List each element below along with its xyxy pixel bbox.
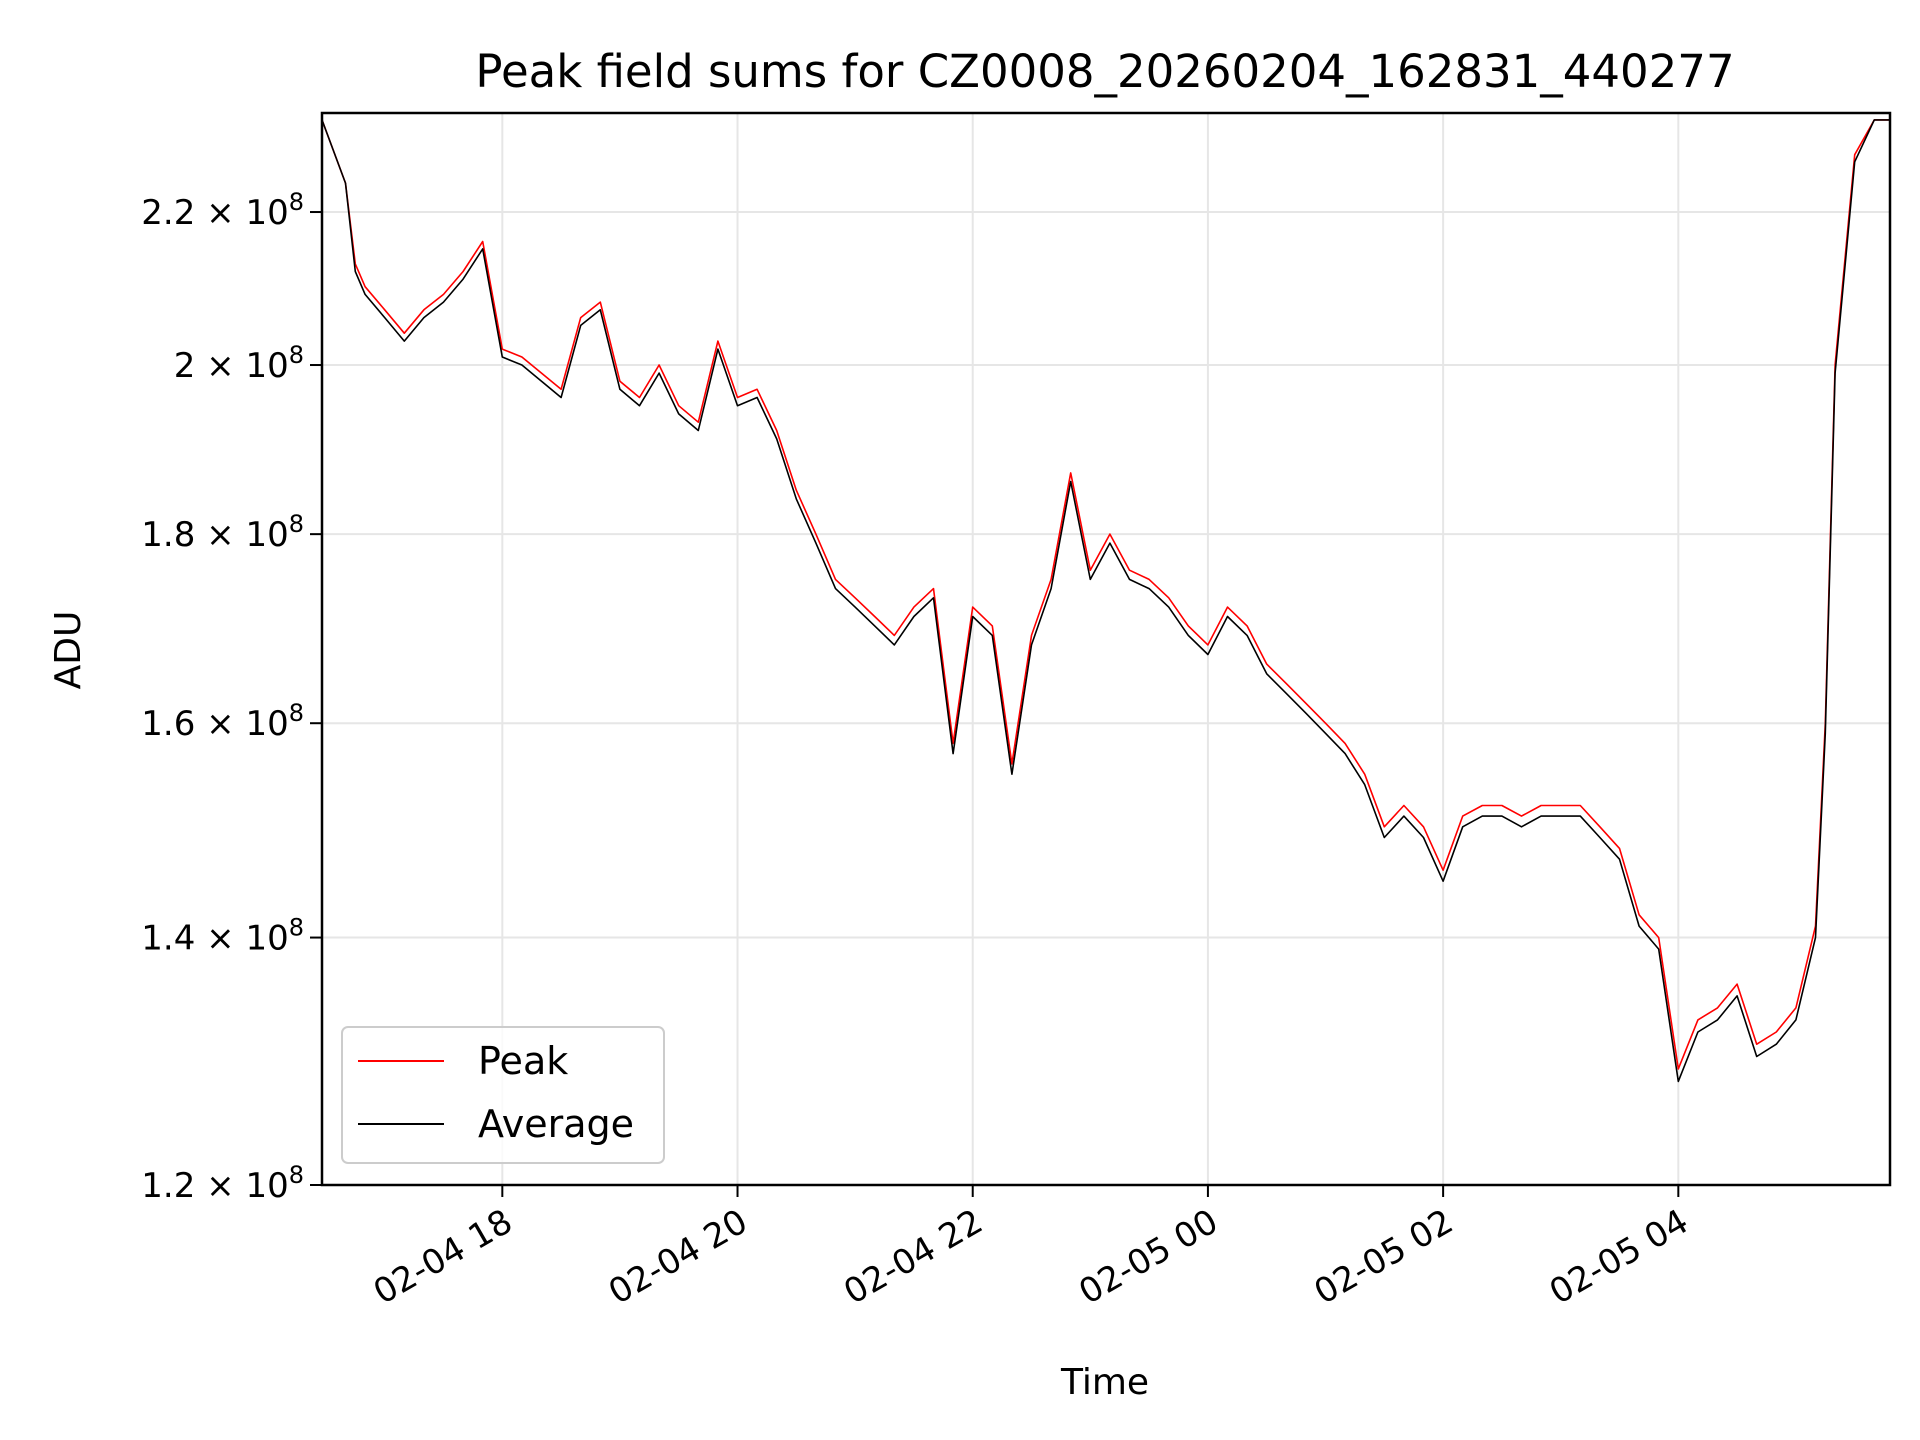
series-line-peak — [321, 119, 1890, 1070]
y-tick-mantissa: 1.6 × 10 — [141, 704, 288, 744]
legend-label-peak: Peak — [478, 1039, 568, 1083]
y-tick-label: 2.2 × 108 — [141, 188, 304, 233]
y-tick-mantissa: 1.4 × 10 — [141, 919, 288, 959]
y-tick-exponent: 8 — [289, 188, 304, 216]
chart-title: Peak field sums for CZ0008_20260204_1628… — [475, 45, 1734, 98]
y-tick-mantissa: 1.8 × 10 — [141, 515, 288, 555]
legend-label-average: Average — [478, 1102, 634, 1146]
y-tick-mantissa: 2 × 10 — [174, 346, 289, 386]
y-tick-label: 1.8 × 108 — [141, 510, 304, 555]
y-tick-label: 1.2 × 108 — [141, 1161, 304, 1206]
y-tick-exponent: 8 — [289, 699, 304, 727]
plot-frame — [320, 111, 1892, 1187]
x-axis-label: Time — [1060, 1362, 1149, 1403]
grid — [322, 113, 1890, 1186]
y-tick-label: 1.4 × 108 — [141, 914, 304, 959]
y-tick-mantissa: 1.2 × 10 — [141, 1166, 288, 1206]
series-line-average — [321, 119, 1890, 1083]
y-tick-exponent: 8 — [289, 510, 304, 538]
legend: Peak Average — [341, 1026, 665, 1164]
series-layer — [321, 119, 1890, 1083]
y-tick-exponent: 8 — [289, 914, 304, 942]
y-tick-label: 2 × 108 — [174, 341, 304, 386]
y-tick-exponent: 8 — [289, 1161, 304, 1189]
y-tick-label: 1.6 × 108 — [141, 699, 304, 744]
y-tick-mantissa: 2.2 × 10 — [141, 193, 288, 233]
y-axis-label: ADU — [48, 611, 89, 690]
y-tick-exponent: 8 — [289, 341, 304, 369]
